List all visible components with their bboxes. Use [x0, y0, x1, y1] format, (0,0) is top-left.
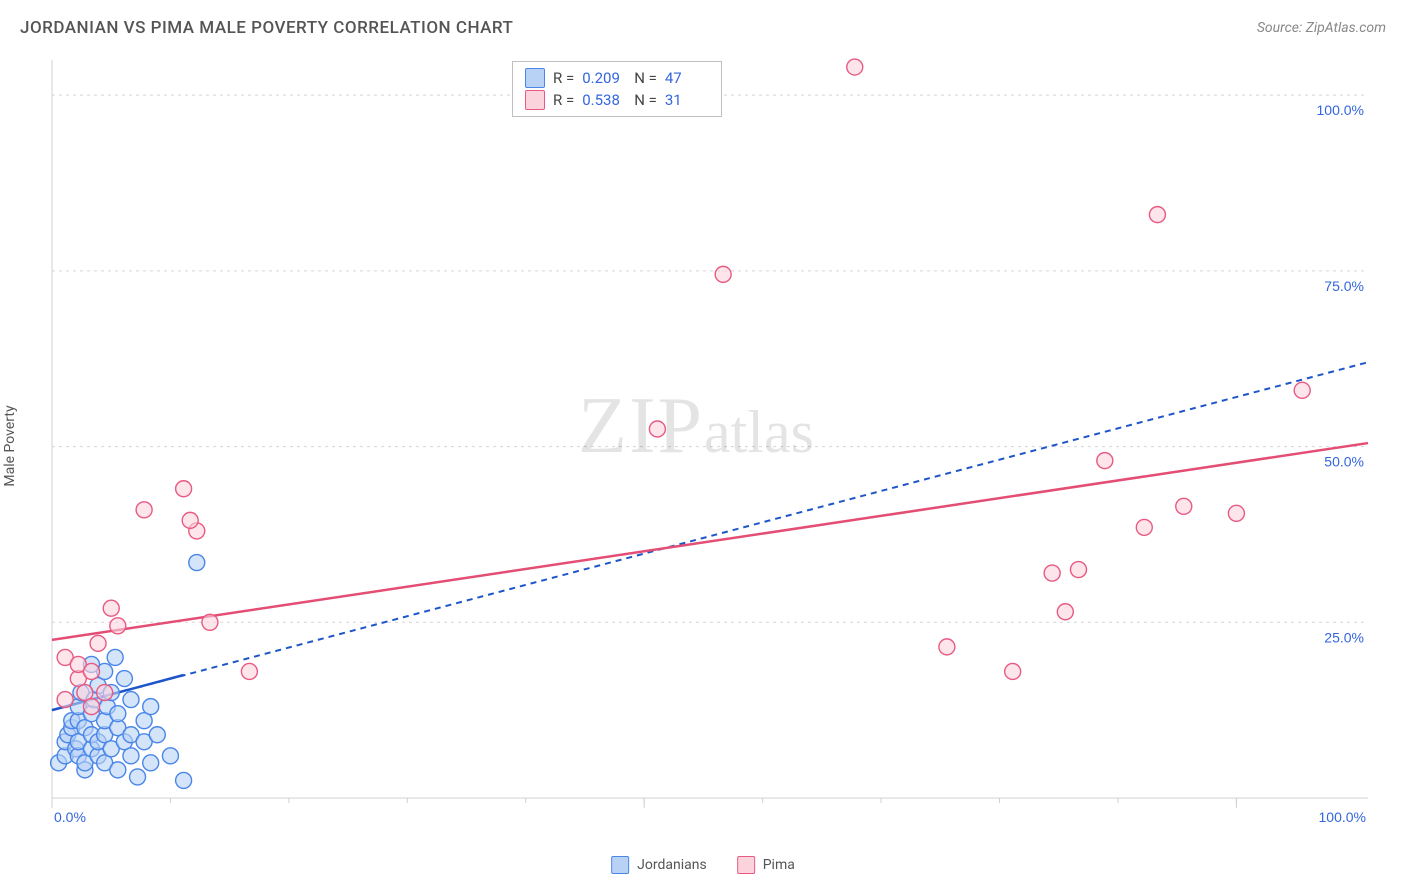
svg-text:75.0%: 75.0%	[1324, 278, 1364, 294]
legend-item: Jordanians	[611, 856, 707, 874]
svg-text:0.0%: 0.0%	[54, 809, 86, 825]
svg-text:100.0%: 100.0%	[1317, 102, 1364, 118]
legend-swatch	[611, 856, 629, 874]
source-label: Source: ZipAtlas.com	[1257, 20, 1386, 36]
svg-text:25.0%: 25.0%	[1324, 629, 1364, 645]
legend-row: R = 0.538 N = 31	[525, 89, 709, 111]
scatter-plot: 25.0%50.0%75.0%100.0%0.0%100.0% ZIPatlas…	[50, 58, 1370, 828]
legend-swatch	[525, 90, 545, 110]
legend-row: R = 0.209 N = 47	[525, 67, 709, 89]
legend-swatch	[525, 68, 545, 88]
correlation-legend: R = 0.209 N = 47 R = 0.538 N = 31	[512, 61, 722, 117]
plot-svg: 25.0% 50.0% 75.0% 100.0% 0.0% 100.0%	[50, 58, 1370, 828]
y-axis-label: Male Poverty	[2, 405, 18, 486]
svg-text:50.0%: 50.0%	[1324, 454, 1364, 470]
series-legend: Jordanians Pima	[611, 856, 795, 874]
legend-item: Pima	[737, 856, 795, 874]
chart-title: JORDANIAN VS PIMA MALE POVERTY CORRELATI…	[20, 18, 513, 38]
legend-label: Jordanians	[637, 857, 707, 873]
chart-header: JORDANIAN VS PIMA MALE POVERTY CORRELATI…	[20, 18, 1386, 38]
svg-text:100.0%: 100.0%	[1319, 809, 1366, 825]
legend-swatch	[737, 856, 755, 874]
legend-label: Pima	[763, 857, 795, 873]
